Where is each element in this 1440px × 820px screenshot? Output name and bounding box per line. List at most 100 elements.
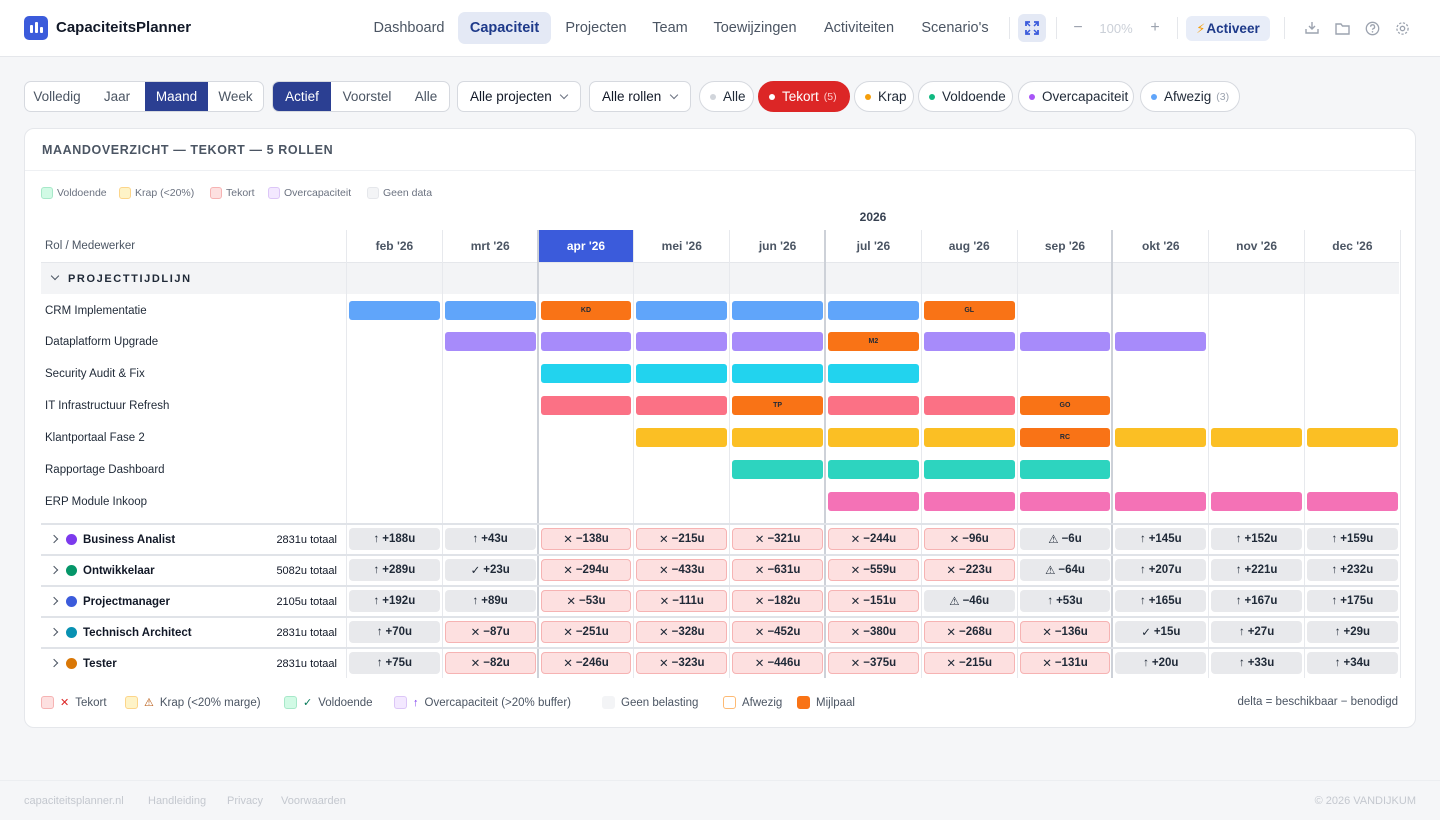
project-bar[interactable] — [828, 301, 919, 320]
capacity-cell[interactable]: ✕ −433u — [636, 559, 728, 581]
capacity-cell[interactable]: ✕ −244u — [828, 528, 919, 550]
capacity-cell[interactable]: ✕ −631u — [732, 559, 823, 581]
capacity-cell[interactable]: ✕ −215u — [923, 652, 1015, 674]
capacity-cell[interactable]: ↑ +34u — [1307, 652, 1398, 674]
project-bar[interactable] — [1211, 492, 1302, 511]
capacity-cell[interactable]: ↑ +152u — [1211, 528, 1302, 550]
capacity-cell[interactable]: ↑ +289u — [349, 559, 440, 581]
capacity-cell[interactable]: ✕ −138u — [540, 528, 632, 550]
project-bar[interactable] — [732, 364, 823, 383]
capacity-cell[interactable]: ✓ +15u — [1115, 621, 1207, 643]
footer-link-site[interactable]: capaciteitsplanner.nl — [24, 795, 124, 807]
project-bar[interactable] — [732, 301, 823, 320]
capacity-cell[interactable]: ↑ +75u — [349, 652, 440, 674]
import-icon[interactable] — [1302, 18, 1322, 38]
role-name[interactable]: Technisch Architect — [83, 627, 192, 639]
zoom-out-icon[interactable]: − — [1073, 19, 1083, 36]
project-bar[interactable] — [636, 364, 728, 383]
period-jaar[interactable]: Jaar — [103, 89, 131, 104]
filter-chip-overcapaciteit[interactable]: Overcapaciteit — [1018, 81, 1134, 112]
project-bar[interactable] — [828, 492, 919, 511]
expand-icon[interactable] — [1018, 14, 1046, 42]
project-bar[interactable] — [636, 428, 728, 447]
project-bar[interactable] — [923, 428, 1015, 447]
capacity-cell[interactable]: ✕ −96u — [923, 528, 1015, 550]
folder-icon[interactable] — [1332, 18, 1352, 38]
nav-scenarios[interactable]: Scenario's — [921, 20, 989, 36]
nav-capaciteit[interactable]: Capaciteit — [458, 12, 551, 44]
activate-button[interactable]: ⚡ Activeer — [1186, 16, 1270, 41]
footer-link-voorwaarden[interactable]: Voorwaarden — [281, 795, 346, 807]
nav-activiteiten[interactable]: Activiteiten — [823, 20, 895, 36]
role-name[interactable]: Ontwikkelaar — [83, 565, 155, 577]
project-bar[interactable] — [1019, 332, 1111, 351]
capacity-cell[interactable]: ↑ +167u — [1211, 590, 1302, 612]
project-bar[interactable] — [444, 332, 536, 351]
capacity-cell[interactable]: ✕ −559u — [828, 559, 919, 581]
settings-icon[interactable] — [1392, 18, 1412, 38]
capacity-cell[interactable]: ⚠ −6u — [1019, 528, 1111, 550]
capacity-cell[interactable]: ✕ −321u — [732, 528, 823, 550]
capacity-cell[interactable]: ✕ −251u — [540, 621, 632, 643]
status-alle[interactable]: Alle — [414, 89, 438, 104]
project-bar[interactable] — [923, 460, 1015, 479]
nav-team[interactable]: Team — [652, 20, 688, 36]
footer-link-privacy[interactable]: Privacy — [227, 795, 264, 807]
capacity-cell[interactable]: ↑ +33u — [1211, 652, 1302, 674]
nav-projecten[interactable]: Projecten — [565, 20, 627, 36]
project-bar[interactable] — [540, 332, 632, 351]
help-icon[interactable] — [1362, 18, 1382, 38]
capacity-cell[interactable]: ↑ +29u — [1307, 621, 1398, 643]
project-bar[interactable] — [1019, 492, 1111, 511]
role-name[interactable]: Tester — [83, 658, 117, 670]
project-bar[interactable] — [349, 301, 440, 320]
period-volledig[interactable]: Volledig — [33, 89, 81, 104]
milestone-bar[interactable]: KD — [540, 301, 632, 320]
capacity-cell[interactable]: ✕ −380u — [828, 621, 919, 643]
project-bar[interactable] — [636, 301, 728, 320]
period-maand[interactable]: Maand — [145, 82, 208, 111]
capacity-cell[interactable]: ↑ +188u — [349, 528, 440, 550]
project-bar[interactable] — [1115, 428, 1207, 447]
project-bar[interactable] — [1307, 428, 1398, 447]
capacity-cell[interactable]: ✕ −452u — [732, 621, 823, 643]
milestone-bar[interactable]: TP — [732, 396, 823, 415]
capacity-cell[interactable]: ↑ +145u — [1115, 528, 1207, 550]
capacity-cell[interactable]: ✕ −375u — [828, 652, 919, 674]
filter-chip-krap[interactable]: Krap — [854, 81, 914, 112]
capacity-cell[interactable]: ✕ −82u — [444, 652, 536, 674]
footer-link-handleiding[interactable]: Handleiding — [148, 795, 207, 807]
capacity-cell[interactable]: ✓ +23u — [444, 559, 536, 581]
capacity-cell[interactable]: ✕ −182u — [732, 590, 823, 612]
capacity-cell[interactable]: ✕ −446u — [732, 652, 823, 674]
project-bar[interactable] — [732, 428, 823, 447]
filter-chip-tekort[interactable]: Tekort (5) — [758, 81, 850, 112]
project-bar[interactable] — [444, 301, 536, 320]
nav-dashboard[interactable]: Dashboard — [373, 20, 445, 36]
capacity-cell[interactable]: ↑ +159u — [1307, 528, 1398, 550]
capacity-cell[interactable]: ✕ −131u — [1019, 652, 1111, 674]
role-name[interactable]: Business Analist — [83, 534, 176, 546]
capacity-cell[interactable]: ✕ −87u — [444, 621, 536, 643]
capacity-cell[interactable]: ✕ −323u — [636, 652, 728, 674]
capacity-cell[interactable]: ↑ +207u — [1115, 559, 1207, 581]
milestone-bar[interactable]: GO — [1019, 396, 1111, 415]
project-bar[interactable] — [636, 396, 728, 415]
role-name[interactable]: Projectmanager — [83, 596, 170, 608]
capacity-cell[interactable]: ✕ −268u — [923, 621, 1015, 643]
nav-toewijzingen[interactable]: Toewijzingen — [713, 20, 797, 36]
capacity-cell[interactable]: ✕ −246u — [540, 652, 632, 674]
capacity-cell[interactable]: ↑ +70u — [349, 621, 440, 643]
roles-dropdown[interactable]: Alle rollen — [589, 81, 691, 112]
capacity-cell[interactable]: ⚠ −64u — [1019, 559, 1111, 581]
projects-dropdown[interactable]: Alle projecten — [457, 81, 581, 112]
status-voorstel[interactable]: Voorstel — [342, 89, 392, 104]
milestone-bar[interactable]: M2 — [828, 332, 919, 351]
capacity-cell[interactable]: ↑ +221u — [1211, 559, 1302, 581]
filter-chip-voldoende[interactable]: Voldoende — [918, 81, 1013, 112]
capacity-cell[interactable]: ✕ −294u — [540, 559, 632, 581]
project-bar[interactable] — [540, 396, 632, 415]
project-bar[interactable] — [923, 492, 1015, 511]
project-bar[interactable] — [540, 364, 632, 383]
milestone-bar[interactable]: RC — [1019, 428, 1111, 447]
